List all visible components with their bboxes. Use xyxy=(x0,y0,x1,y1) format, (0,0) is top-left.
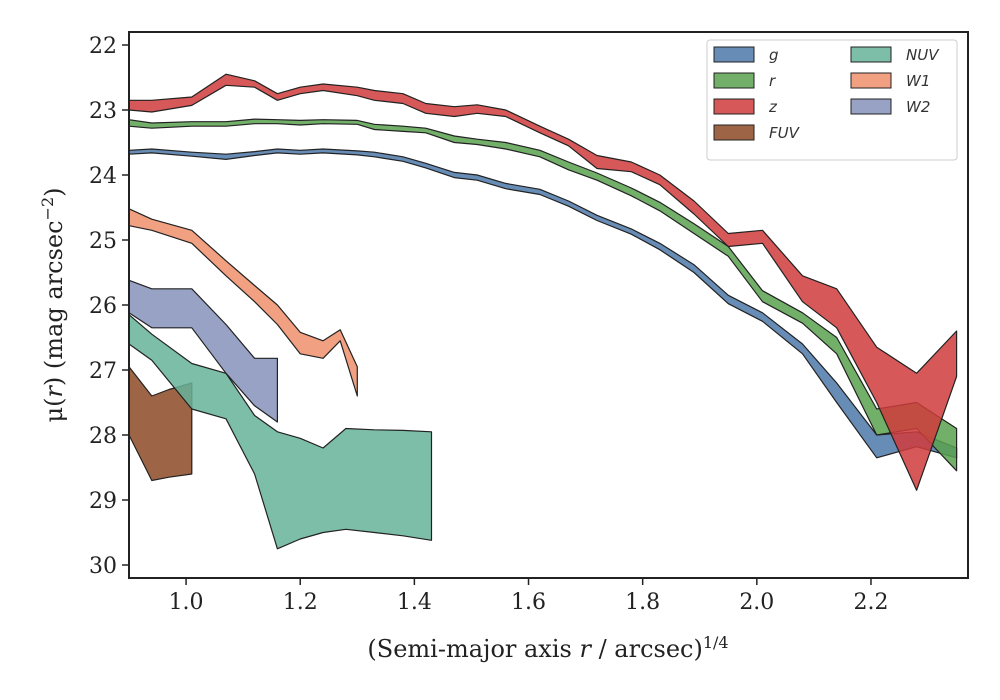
y-tick-label: 29 xyxy=(89,489,117,514)
band-w1 xyxy=(128,208,358,397)
band-nuv xyxy=(128,314,433,550)
band-fuv xyxy=(128,366,193,482)
y-tick-label: 27 xyxy=(89,359,117,384)
x-axis-label: (Semi-major axis r / arcsec)1/4 xyxy=(367,633,728,663)
y-tick-label: 25 xyxy=(89,229,117,254)
band-w2 xyxy=(128,279,278,423)
legend-label-w1: W1 xyxy=(906,72,930,90)
legend-swatch-nuv xyxy=(850,46,892,63)
legend-swatch-z xyxy=(713,98,755,115)
legend-swatch-r xyxy=(713,72,755,89)
legend-swatch-w2 xyxy=(850,98,892,115)
band-z xyxy=(128,73,958,491)
y-axis-label: μ(r) (mag arcsec−2) xyxy=(38,187,68,422)
legend-label-w2: W2 xyxy=(906,98,930,116)
x-tick-label: 1.4 xyxy=(397,590,432,615)
y-tick-label: 26 xyxy=(89,294,117,319)
legend-swatch-fuv xyxy=(713,124,755,141)
y-tick-label: 24 xyxy=(89,164,117,189)
legend-label-g: g xyxy=(769,46,779,64)
y-tick-label: 30 xyxy=(89,554,117,579)
x-tick-label: 1.2 xyxy=(283,590,318,615)
y-axis-ticks: 22 23 24 25 26 27 28 29 30 xyxy=(89,34,129,579)
legend-swatch-w1 xyxy=(850,72,892,89)
chart-legend: grz FUV NUV W1 W2 xyxy=(706,39,958,161)
legend-label-z: z xyxy=(768,98,778,116)
y-tick-label: 22 xyxy=(89,34,117,59)
legend-label-r: r xyxy=(769,72,776,90)
y-tick-label: 28 xyxy=(89,424,117,449)
x-axis-ticks: 1.0 1.2 1.4 1.6 1.8 2.0 2.2 xyxy=(169,578,888,615)
data-bands xyxy=(128,73,958,550)
band-r xyxy=(128,118,958,472)
legend-swatch-g xyxy=(713,46,755,63)
x-tick-label: 2.0 xyxy=(739,590,774,615)
x-tick-label: 2.2 xyxy=(853,590,888,615)
x-tick-label: 1.6 xyxy=(511,590,546,615)
y-tick-label: 23 xyxy=(89,99,117,124)
legend-label-fuv: FUV xyxy=(769,124,801,142)
legend-label-nuv: NUV xyxy=(906,46,940,64)
legend-box xyxy=(706,39,958,161)
x-tick-label: 1.8 xyxy=(625,590,660,615)
x-tick-label: 1.0 xyxy=(169,590,204,615)
